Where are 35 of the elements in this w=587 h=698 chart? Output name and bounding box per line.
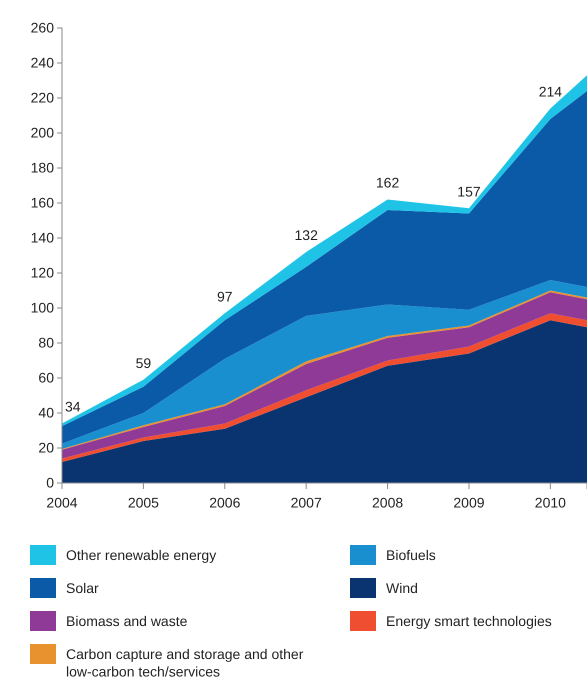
annotation: 157 bbox=[457, 183, 481, 200]
y-tick-label: 0 bbox=[46, 474, 54, 490]
annotation: 162 bbox=[376, 174, 400, 190]
y-tick-label: 40 bbox=[38, 404, 54, 420]
y-tick-label: 200 bbox=[30, 124, 54, 140]
legend-label: Biofuels bbox=[386, 547, 436, 563]
x-tick-label: 2006 bbox=[209, 494, 241, 510]
y-tick-label: 120 bbox=[30, 264, 54, 280]
annotation: 97 bbox=[217, 288, 233, 304]
y-tick-label: 80 bbox=[38, 334, 54, 350]
y-tick-label: 60 bbox=[38, 369, 54, 386]
annotation: 132 bbox=[294, 227, 318, 243]
x-tick-label: 2008 bbox=[372, 494, 404, 510]
x-tick-label: 2005 bbox=[128, 494, 160, 510]
legend-label: Wind bbox=[386, 580, 418, 596]
x-tick-label: 2010 bbox=[534, 494, 566, 510]
annotation: 59 bbox=[136, 354, 152, 371]
legend-label: Other renewable energy bbox=[66, 547, 216, 563]
legend-label: Carbon capture and storage and other low-carbon tech/services bbox=[66, 646, 304, 680]
x-tick-label: 2004 bbox=[46, 494, 78, 510]
legend-label: Energy smart technologies bbox=[386, 613, 552, 629]
y-tick-label: 240 bbox=[30, 54, 54, 70]
y-tick-label: 20 bbox=[38, 439, 54, 456]
annotation: 34 bbox=[65, 398, 81, 414]
x-tick-label: 2007 bbox=[290, 494, 322, 510]
y-tick-label: 180 bbox=[30, 159, 54, 176]
y-tick-label: 260 bbox=[30, 19, 54, 36]
legend-label: Biomass and waste bbox=[66, 613, 188, 629]
annotation: 214 bbox=[538, 84, 562, 100]
y-tick-label: 140 bbox=[30, 229, 54, 246]
x-tick-label: 2009 bbox=[453, 494, 485, 510]
y-tick-label: 160 bbox=[30, 194, 54, 210]
legend-label: Solar bbox=[66, 580, 100, 596]
y-tick-label: 100 bbox=[30, 299, 54, 316]
y-tick-label: 220 bbox=[30, 89, 54, 106]
